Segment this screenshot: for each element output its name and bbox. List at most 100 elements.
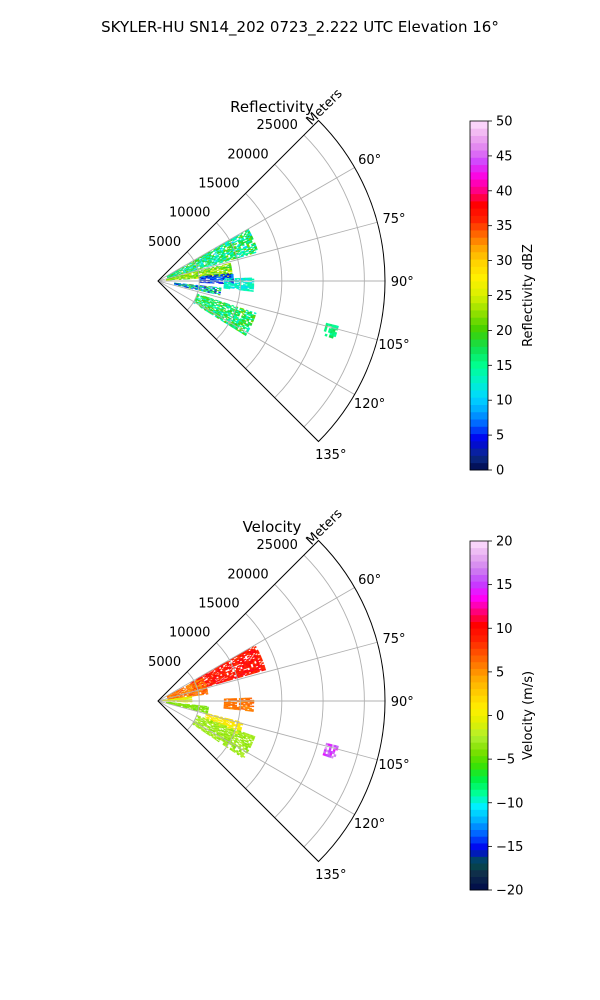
azimuth-tick-label: 75°	[382, 632, 405, 647]
azimuth-tick-label: 75°	[382, 212, 405, 227]
echo-gate	[231, 304, 235, 307]
echo-gate	[187, 278, 190, 280]
echo-gate	[261, 662, 264, 665]
echo-gate	[199, 273, 203, 275]
echo-gate	[211, 292, 215, 295]
echo-gate	[242, 755, 246, 759]
colorbar-segment	[470, 648, 488, 656]
colorbar-segment	[470, 317, 488, 325]
colorbar-segment	[470, 164, 488, 173]
echo-gate	[207, 282, 211, 284]
echo-gate	[253, 645, 257, 649]
echo-gate	[225, 707, 229, 709]
echo-gate	[205, 291, 208, 293]
echo-gate	[246, 709, 250, 712]
echo-gate	[200, 682, 204, 685]
echo-gate	[236, 752, 240, 756]
colorbar-segment	[470, 628, 488, 636]
echo-gate	[226, 306, 229, 309]
colorbar-tick-label: 5	[496, 665, 504, 680]
echo-gate	[195, 706, 199, 708]
colorbar-segment	[470, 869, 488, 877]
echo-gate	[242, 289, 246, 291]
colorbar-segment	[470, 200, 488, 209]
echo-gate	[230, 278, 233, 280]
echo-gate	[256, 651, 260, 655]
echo-gate	[210, 286, 213, 288]
echo-gate	[208, 300, 211, 302]
echo-gate	[249, 323, 252, 327]
panel-title: Reflectivity	[230, 98, 314, 116]
echo-gate	[201, 678, 205, 681]
echo-gate	[246, 289, 250, 292]
echo-gate	[230, 678, 234, 681]
echo-gate	[242, 706, 246, 708]
azimuth-gridline	[157, 587, 355, 702]
echo-gate	[187, 697, 191, 699]
colorbar-segment	[470, 802, 488, 810]
echo-gate	[216, 276, 219, 278]
echo-gate	[220, 282, 224, 284]
colorbar-segment	[470, 722, 488, 730]
echo-gate	[245, 253, 249, 256]
echo-gate	[189, 277, 192, 279]
echo-gate	[205, 277, 208, 279]
colorbar-segment	[470, 661, 488, 669]
echo-gate	[173, 284, 177, 286]
echo-gate	[240, 723, 244, 726]
azimuth-gridline	[157, 700, 355, 815]
colorbar-segment	[470, 829, 488, 837]
colorbar-segment	[470, 796, 488, 804]
echo-gate	[263, 668, 267, 671]
echo-gate	[205, 691, 208, 693]
azimuth-tick-label: 90°	[391, 695, 414, 710]
echo-gate	[240, 708, 244, 710]
colorbar-segment	[470, 702, 488, 710]
echo-gate	[229, 670, 233, 673]
echo-gate	[242, 708, 246, 710]
colorbar-segment	[470, 863, 488, 871]
echo-gate	[245, 702, 248, 704]
velocity-panel: Velocity 5000 10000 15000 20000 25000 Meters 6…	[148, 506, 536, 898]
echo-gate	[247, 286, 250, 289]
echo-gate	[251, 702, 255, 704]
echo-gate	[214, 679, 218, 681]
colorbar-segment	[470, 462, 488, 471]
echo-gate	[216, 677, 220, 680]
colorbar-segment	[470, 302, 488, 311]
echo-gate	[216, 287, 220, 290]
colorbar-segment	[470, 397, 488, 405]
azimuth-tick-label: 105°	[378, 758, 409, 773]
echo-gate	[205, 276, 208, 278]
echo-gate	[199, 287, 203, 289]
range-tick-label: 10000	[169, 626, 210, 641]
echo-gate	[201, 269, 204, 271]
echo-gate	[187, 275, 190, 277]
colorbar-segment	[470, 641, 488, 649]
echo-gate	[226, 274, 230, 276]
colorbar-segment	[470, 280, 488, 289]
sector-frame	[157, 539, 386, 863]
range-axis-label: Meters	[304, 506, 346, 548]
echo-gate	[260, 659, 264, 662]
echo-gate	[222, 264, 225, 266]
echo-gate	[234, 237, 238, 241]
echo-gate	[240, 704, 244, 706]
colorbar-segment	[470, 681, 488, 690]
echo-gate	[193, 695, 196, 697]
echo-gate	[212, 272, 216, 274]
azimuth-tick-label: 120°	[354, 397, 385, 412]
echo-gate	[243, 278, 246, 281]
echo-gate	[195, 695, 198, 697]
echo-gate	[251, 290, 254, 292]
echo-gate	[243, 333, 247, 337]
echo-gate	[181, 278, 184, 280]
echo-gate	[200, 301, 204, 304]
echo-gate	[241, 255, 245, 258]
azimuth-gridline	[157, 167, 355, 282]
colorbar-segment	[470, 310, 488, 318]
echo-gate	[333, 754, 337, 758]
colorbar-segment	[470, 587, 488, 596]
colorbar-tick-label: −15	[496, 840, 523, 855]
